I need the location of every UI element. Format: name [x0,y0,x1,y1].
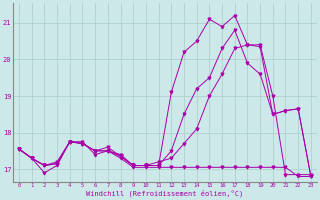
X-axis label: Windchill (Refroidissement éolien,°C): Windchill (Refroidissement éolien,°C) [86,190,244,197]
